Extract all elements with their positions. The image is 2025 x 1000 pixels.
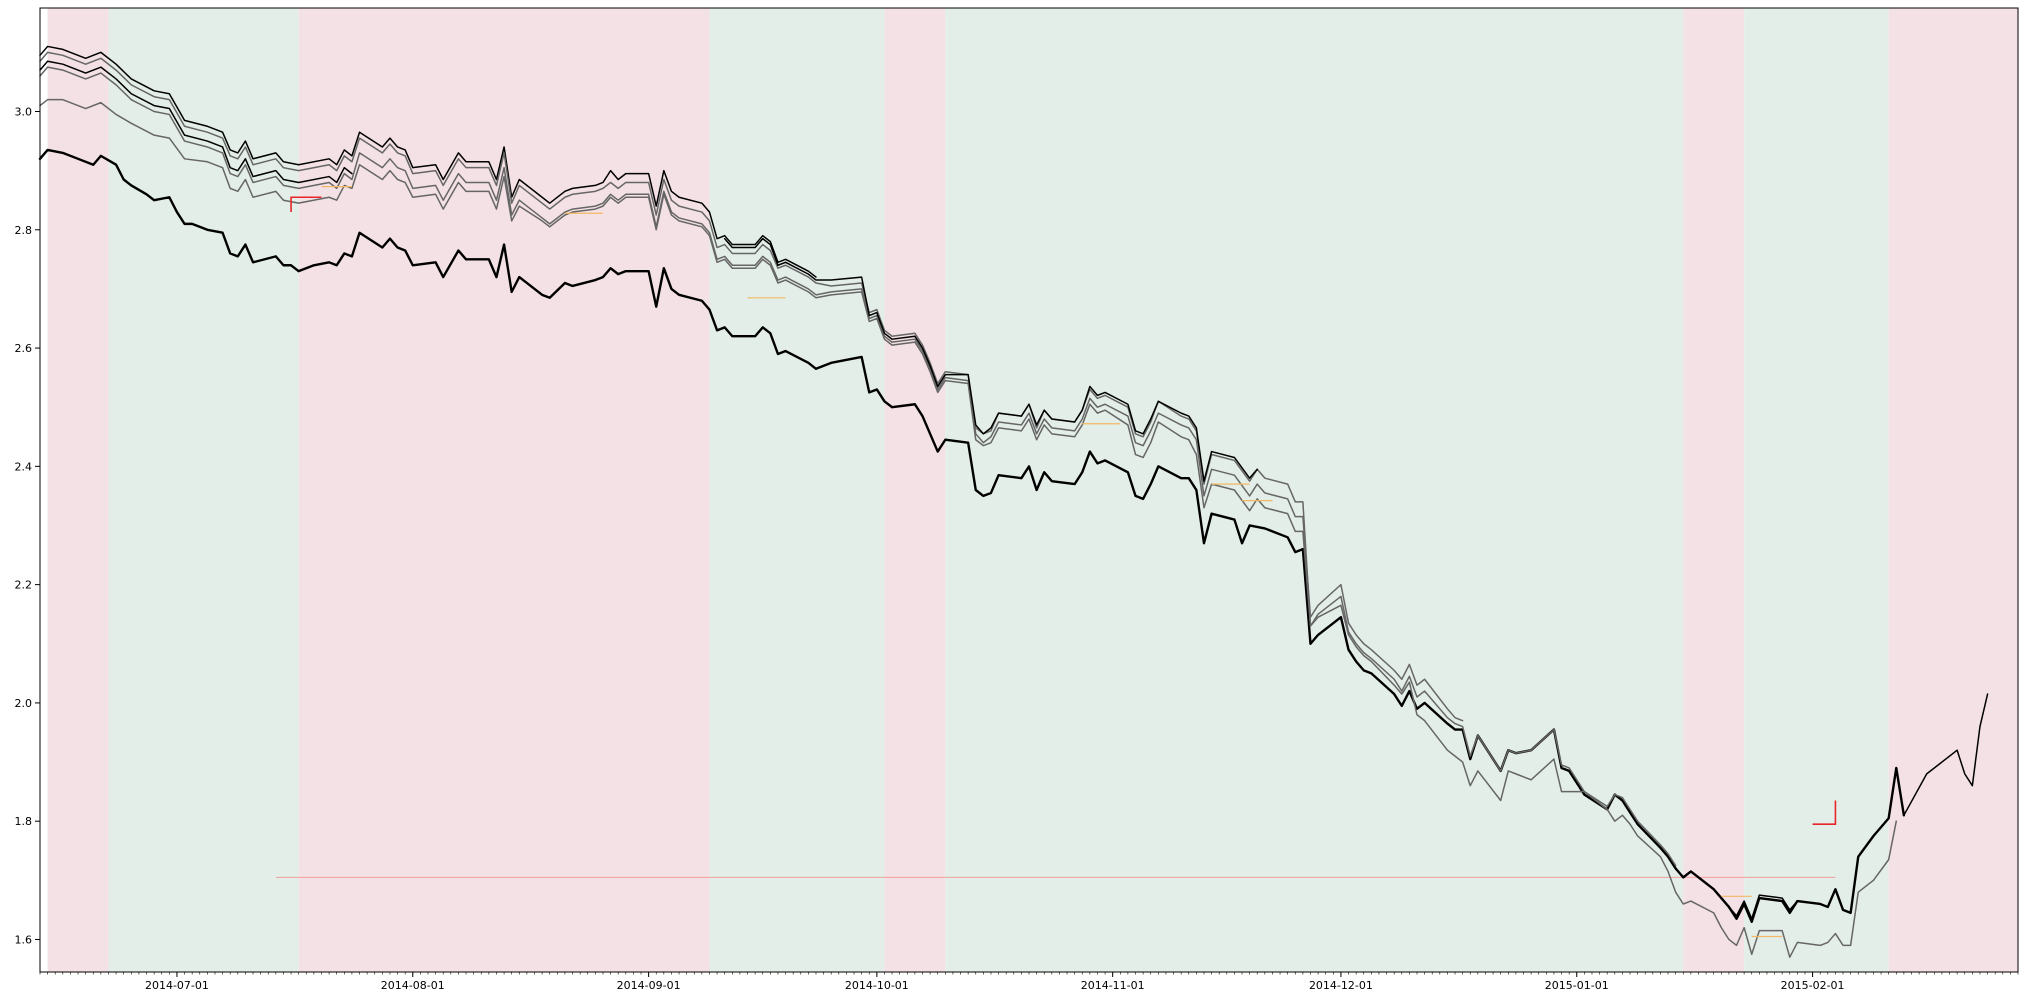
shaded-region xyxy=(945,8,1684,972)
series-line-3 xyxy=(39,45,817,278)
x-tick-label: 2014-08-01 xyxy=(381,979,445,992)
x-tick-label: 2014-10-01 xyxy=(845,979,909,992)
shaded-region xyxy=(709,8,885,972)
shaded-region xyxy=(108,8,299,972)
series-line-5 xyxy=(39,66,1464,722)
marker-segment xyxy=(290,196,322,213)
series-line-4 xyxy=(39,51,1677,867)
series-line-6 xyxy=(39,98,1898,958)
x-tick-label: 2014-07-01 xyxy=(145,979,209,992)
x-tick-label: 2015-01-01 xyxy=(1545,979,1609,992)
series-line-9 xyxy=(1682,870,1799,920)
y-tick-label: 2.4 xyxy=(15,460,33,473)
shaded-regions xyxy=(47,8,2018,972)
x-tick-label: 2014-12-01 xyxy=(1309,979,1373,992)
shaded-region xyxy=(1683,8,1745,972)
y-tick-label: 3.0 xyxy=(15,106,33,119)
shaded-region xyxy=(1744,8,1889,972)
series-lines xyxy=(38,45,1989,958)
y-axis-ticks: 1.6 1.8 2.0 2.2 2.4 2.6 2.8 3.0 xyxy=(15,106,40,946)
shaded-region xyxy=(1888,8,2018,972)
shaded-region xyxy=(884,8,946,972)
marker-segment xyxy=(1812,800,1837,825)
x-axis-ticks: 2014-07-01 2014-08-01 2014-09-01 2014-10-01… xyxy=(145,972,1845,992)
y-tick-label: 2.2 xyxy=(15,579,33,592)
y-tick-label: 2.6 xyxy=(15,342,33,355)
series-line-2 xyxy=(1903,693,1989,817)
series-line-7 xyxy=(39,60,353,184)
x-tick-label: 2014-11-01 xyxy=(1081,979,1145,992)
y-tick-label: 2.8 xyxy=(15,224,33,237)
x-tick-label: 2014-09-01 xyxy=(617,979,681,992)
series-line-8 xyxy=(723,237,1258,482)
marker-segments xyxy=(290,186,1837,938)
x-tick-label: 2015-02-01 xyxy=(1781,979,1845,992)
y-tick-label: 1.8 xyxy=(15,815,33,828)
y-tick-label: 1.6 xyxy=(15,933,33,946)
x-minor-ticks xyxy=(39,972,2019,975)
shaded-region xyxy=(47,8,109,972)
y-tick-label: 2.0 xyxy=(15,697,33,710)
x-minor-tick-marks xyxy=(39,972,2019,975)
